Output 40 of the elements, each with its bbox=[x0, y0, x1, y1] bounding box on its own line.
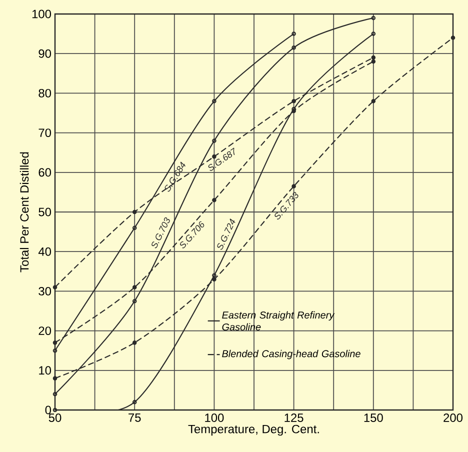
y-tick-label: 100 bbox=[32, 10, 52, 18]
point bbox=[212, 277, 216, 282]
y-tick-label: 70 bbox=[38, 128, 52, 138]
point bbox=[292, 98, 296, 104]
point bbox=[132, 210, 137, 214]
y-tick-label: 50 bbox=[38, 208, 52, 216]
point bbox=[371, 98, 376, 104]
x-tick-label: 75 bbox=[128, 414, 141, 422]
point bbox=[212, 273, 216, 278]
y-tick-label: 10 bbox=[39, 366, 52, 375]
point bbox=[132, 400, 137, 404]
y-tick-label: 20 bbox=[38, 326, 52, 336]
point bbox=[212, 138, 216, 143]
point bbox=[132, 298, 137, 304]
x-tick-label: 150 bbox=[364, 414, 383, 422]
point bbox=[212, 198, 216, 202]
point bbox=[371, 59, 376, 64]
point bbox=[52, 285, 58, 290]
y-tick-label: 80 bbox=[38, 88, 52, 98]
point bbox=[292, 184, 296, 188]
y-tick-label: 30 bbox=[38, 286, 52, 296]
point bbox=[371, 55, 376, 60]
point bbox=[450, 36, 456, 40]
point bbox=[292, 46, 296, 50]
x-tick-label: 200 bbox=[444, 414, 463, 422]
x-tick-label: 100 bbox=[205, 414, 224, 422]
point bbox=[52, 340, 58, 345]
x-axis-title: Temperature, Deg. Cent. bbox=[188, 424, 319, 436]
y-tick-label: 0 bbox=[45, 406, 52, 414]
point bbox=[52, 376, 58, 380]
y-tick-label: 60 bbox=[38, 168, 52, 177]
x-tick-label: 125 bbox=[284, 414, 304, 422]
y-tick-label: 90 bbox=[38, 49, 52, 58]
point bbox=[132, 226, 137, 230]
point bbox=[212, 98, 216, 104]
point bbox=[132, 340, 137, 345]
y-axis-title: Total Per Cent Distilled bbox=[20, 152, 29, 272]
y-tick-label: 40 bbox=[38, 247, 52, 256]
point bbox=[132, 285, 137, 290]
x-tick-label: 50 bbox=[48, 414, 62, 422]
